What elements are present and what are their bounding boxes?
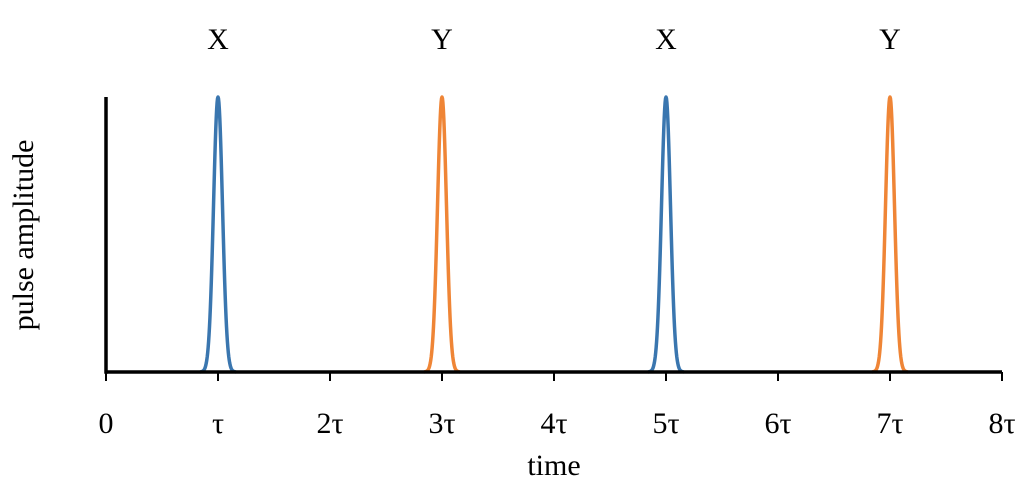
pulse-label: Y <box>431 23 453 56</box>
x-tick-label: τ <box>212 407 224 440</box>
x-tick-label: 7τ <box>876 407 903 440</box>
x-axis-label: time <box>527 449 580 482</box>
pulse <box>422 95 462 374</box>
pulse-label: X <box>207 23 229 56</box>
pulse-label: Y <box>879 23 901 56</box>
x-tick-label: 8τ <box>988 407 1015 440</box>
x-tick-label: 0 <box>99 407 114 440</box>
pulse-label: X <box>655 23 677 56</box>
y-axis-label: pulse amplitude <box>7 140 40 331</box>
pulse <box>646 95 686 374</box>
x-tick-label: 6τ <box>764 407 791 440</box>
pulse <box>870 95 910 374</box>
x-tick-label: 2τ <box>316 407 343 440</box>
x-tick-label: 5τ <box>652 407 679 440</box>
x-tick-label: 4τ <box>540 407 567 440</box>
pulse <box>198 95 238 374</box>
x-tick-label: 3τ <box>428 407 455 440</box>
